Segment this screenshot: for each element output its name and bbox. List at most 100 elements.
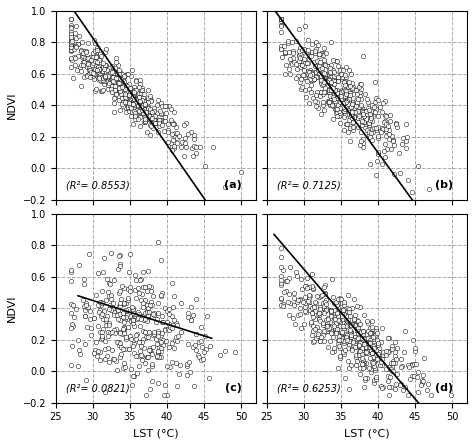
- Point: [127, 85, 135, 92]
- Point: [361, 383, 368, 390]
- Point: [344, 305, 351, 312]
- Point: [348, 86, 356, 93]
- Point: [355, 108, 362, 115]
- Point: [147, 283, 155, 290]
- Point: [136, 84, 143, 91]
- Point: [115, 338, 122, 345]
- Point: [296, 44, 304, 51]
- Point: [354, 325, 361, 332]
- Point: [349, 114, 356, 121]
- Point: [359, 356, 367, 364]
- Point: [85, 66, 93, 73]
- Point: [128, 382, 136, 389]
- Point: [374, 113, 382, 120]
- Point: [145, 116, 152, 123]
- Point: [67, 36, 74, 43]
- Point: [361, 123, 369, 130]
- Point: [136, 113, 144, 121]
- Point: [339, 99, 346, 106]
- Point: [128, 97, 136, 104]
- Point: [333, 326, 340, 333]
- Point: [358, 122, 365, 129]
- Point: [401, 348, 408, 356]
- Point: [85, 250, 92, 257]
- Point: [154, 353, 161, 360]
- Point: [97, 77, 104, 84]
- Point: [363, 349, 371, 356]
- Point: [67, 46, 74, 53]
- Point: [388, 132, 396, 139]
- Point: [127, 366, 135, 373]
- Point: [353, 344, 361, 351]
- Point: [327, 319, 334, 326]
- Point: [371, 345, 378, 352]
- Point: [170, 317, 178, 324]
- Point: [328, 321, 336, 328]
- Point: [169, 322, 177, 329]
- Point: [331, 326, 338, 333]
- Point: [369, 129, 376, 136]
- Point: [354, 123, 362, 130]
- Point: [332, 329, 340, 336]
- Point: [155, 344, 163, 351]
- Point: [118, 81, 125, 89]
- Point: [141, 118, 148, 125]
- Point: [126, 99, 133, 106]
- Point: [364, 111, 371, 118]
- Point: [328, 62, 335, 69]
- Point: [67, 362, 74, 369]
- Point: [334, 74, 342, 81]
- Point: [129, 336, 137, 343]
- Point: [143, 312, 150, 320]
- Point: [342, 346, 349, 353]
- Point: [327, 86, 334, 93]
- Point: [366, 117, 374, 125]
- Point: [121, 346, 128, 353]
- Point: [389, 357, 397, 364]
- Point: [80, 73, 88, 81]
- Point: [110, 95, 118, 102]
- Point: [67, 40, 74, 48]
- Point: [278, 245, 285, 252]
- Point: [340, 298, 348, 305]
- Point: [136, 109, 144, 116]
- Point: [296, 54, 304, 61]
- Point: [155, 353, 163, 360]
- Point: [308, 69, 316, 76]
- Point: [380, 147, 388, 154]
- Point: [368, 101, 375, 109]
- Point: [146, 110, 154, 117]
- Point: [341, 77, 349, 84]
- Point: [372, 109, 379, 116]
- Point: [164, 318, 171, 325]
- Point: [130, 350, 137, 357]
- Point: [322, 77, 329, 85]
- Point: [406, 376, 414, 383]
- Point: [157, 117, 165, 124]
- Point: [104, 328, 112, 335]
- Point: [311, 63, 319, 70]
- Point: [99, 329, 106, 336]
- Point: [367, 108, 375, 115]
- Point: [221, 347, 228, 354]
- Point: [107, 68, 115, 75]
- Point: [118, 100, 126, 107]
- Point: [311, 69, 319, 76]
- Point: [70, 45, 78, 52]
- Point: [349, 100, 356, 107]
- Point: [132, 276, 140, 283]
- Point: [385, 347, 392, 354]
- Point: [111, 65, 119, 72]
- Point: [85, 54, 92, 61]
- Point: [335, 108, 343, 115]
- Point: [351, 333, 359, 340]
- Point: [347, 331, 355, 338]
- Point: [335, 63, 342, 70]
- Point: [101, 388, 109, 396]
- Point: [408, 188, 416, 195]
- Point: [145, 367, 152, 374]
- Point: [133, 96, 140, 103]
- Point: [91, 87, 99, 94]
- Point: [131, 95, 138, 102]
- Point: [278, 45, 285, 53]
